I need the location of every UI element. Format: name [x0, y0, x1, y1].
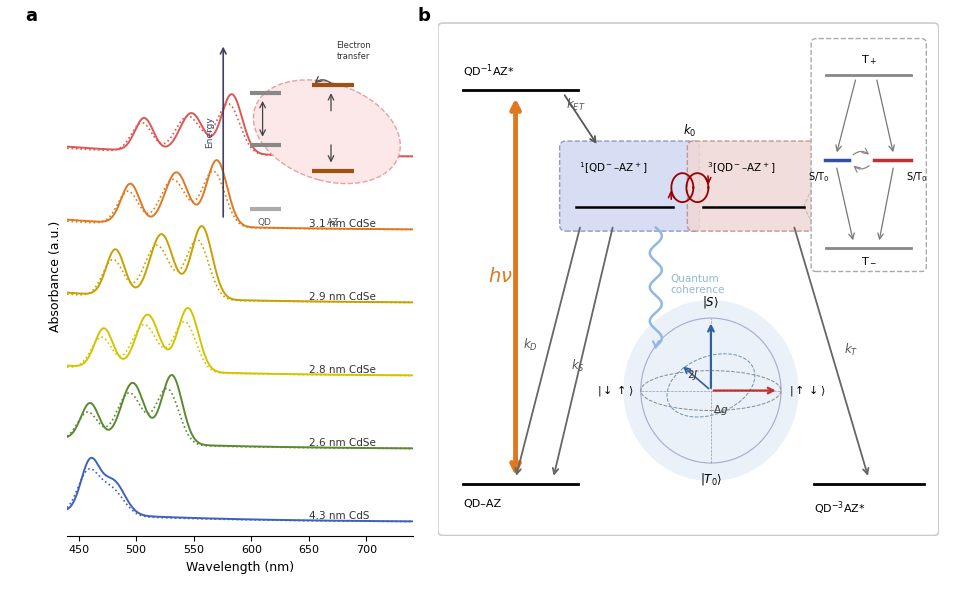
Text: S/T$_0$: S/T$_0$: [808, 171, 830, 184]
Text: 2.8 nm CdSe: 2.8 nm CdSe: [308, 365, 376, 375]
Text: $|S\rangle$: $|S\rangle$: [702, 295, 719, 311]
Text: T$_+$: T$_+$: [860, 53, 877, 67]
Text: $\Delta g$: $\Delta g$: [714, 403, 729, 418]
Text: Quantum
coherence: Quantum coherence: [671, 274, 725, 295]
Text: $k_{ET}$: $k_{ET}$: [565, 96, 585, 112]
Text: $^3$[QD$^-$–AZ$^+$]: $^3$[QD$^-$–AZ$^+$]: [707, 160, 776, 176]
Text: $k_0$: $k_0$: [683, 123, 696, 139]
Text: QD$^{-1}$AZ*: QD$^{-1}$AZ*: [463, 62, 514, 80]
Text: $k_S$: $k_S$: [571, 358, 584, 374]
Text: 2.9 nm CdSe: 2.9 nm CdSe: [308, 292, 376, 302]
Text: a: a: [26, 8, 37, 26]
Y-axis label: Absorbance (a.u.): Absorbance (a.u.): [49, 221, 61, 332]
FancyBboxPatch shape: [811, 39, 926, 271]
Text: $k_T$: $k_T$: [844, 342, 858, 358]
Text: $^1$[QD$^-$–AZ$^+$]: $^1$[QD$^-$–AZ$^+$]: [580, 160, 648, 176]
Text: $|\downarrow\uparrow\rangle$: $|\downarrow\uparrow\rangle$: [597, 383, 633, 398]
Text: $h\nu$: $h\nu$: [488, 267, 513, 286]
Text: T$_-$: T$_-$: [860, 256, 877, 266]
Text: 3.3 nm CdSe: 3.3 nm CdSe: [308, 146, 376, 155]
Text: S/T$_0$: S/T$_0$: [905, 171, 927, 184]
Text: 4.3 nm CdS: 4.3 nm CdS: [308, 511, 370, 521]
Text: $k_D$: $k_D$: [523, 337, 537, 353]
Text: $2J$: $2J$: [687, 368, 698, 382]
Text: 2.6 nm CdSe: 2.6 nm CdSe: [308, 437, 376, 447]
Text: $|T_0\rangle$: $|T_0\rangle$: [699, 471, 722, 487]
Text: $|\uparrow\downarrow\rangle$: $|\uparrow\downarrow\rangle$: [788, 383, 825, 398]
FancyBboxPatch shape: [438, 23, 939, 536]
Text: b: b: [418, 8, 431, 26]
Text: 3.1 nm CdSe: 3.1 nm CdSe: [308, 218, 376, 228]
Text: QD–AZ: QD–AZ: [463, 499, 501, 509]
FancyBboxPatch shape: [559, 141, 699, 231]
X-axis label: Wavelength (nm): Wavelength (nm): [186, 560, 294, 574]
Ellipse shape: [624, 300, 799, 481]
FancyBboxPatch shape: [688, 141, 827, 231]
Text: QD$^{-3}$AZ*: QD$^{-3}$AZ*: [813, 499, 865, 517]
